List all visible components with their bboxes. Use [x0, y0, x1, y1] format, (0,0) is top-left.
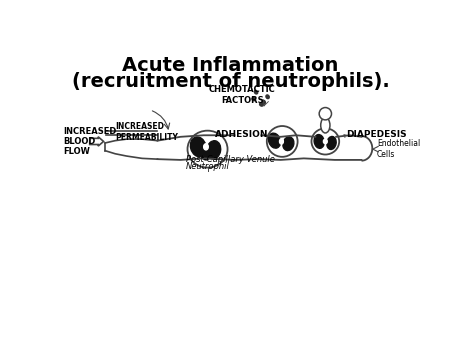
Ellipse shape [252, 97, 256, 101]
Text: Endothelial
Cells: Endothelial Cells [377, 140, 420, 159]
Text: (recruitment of neutrophils).: (recruitment of neutrophils). [72, 72, 390, 91]
Ellipse shape [267, 126, 297, 157]
Text: Neutrophil: Neutrophil [185, 163, 230, 171]
Text: Tₗ: Tₗ [342, 135, 346, 140]
Text: Acute Inflammation: Acute Inflammation [122, 56, 339, 75]
Ellipse shape [254, 91, 258, 94]
Ellipse shape [201, 149, 211, 160]
Ellipse shape [283, 137, 294, 150]
Ellipse shape [311, 128, 339, 154]
Ellipse shape [269, 133, 280, 148]
Ellipse shape [314, 135, 324, 148]
Ellipse shape [262, 100, 266, 104]
Ellipse shape [188, 131, 228, 168]
Text: ADHESION: ADHESION [216, 130, 269, 139]
Ellipse shape [266, 95, 269, 99]
Text: INCREASED
PERMEABILITY: INCREASED PERMEABILITY [115, 122, 178, 142]
Ellipse shape [207, 141, 220, 159]
Ellipse shape [327, 137, 336, 149]
Text: DIAPEDESIS: DIAPEDESIS [346, 130, 407, 139]
Ellipse shape [324, 139, 327, 144]
Ellipse shape [190, 137, 206, 157]
Text: Post-Capillary Venule: Post-Capillary Venule [186, 155, 275, 164]
Text: INCREASED
BLOOD
FLOW: INCREASED BLOOD FLOW [63, 126, 117, 156]
Ellipse shape [279, 139, 284, 144]
Ellipse shape [204, 144, 208, 150]
FancyArrow shape [90, 137, 104, 146]
Ellipse shape [260, 102, 263, 106]
Ellipse shape [321, 118, 330, 133]
Text: CHEMOTACTIC
FACTORS: CHEMOTACTIC FACTORS [209, 85, 275, 105]
Circle shape [319, 107, 332, 120]
